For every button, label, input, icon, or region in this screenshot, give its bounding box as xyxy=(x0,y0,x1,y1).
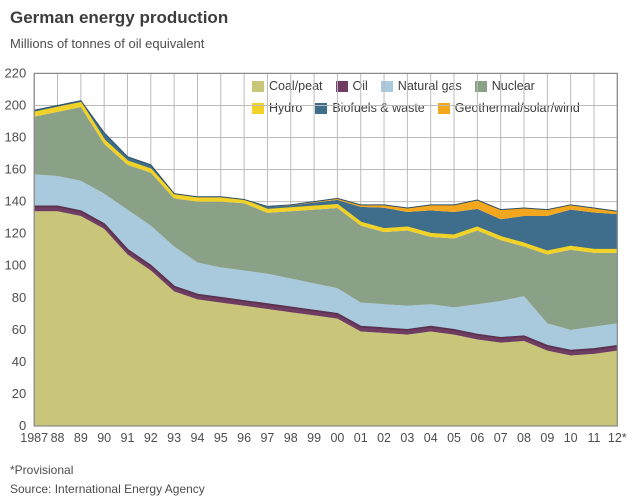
svg-text:09: 09 xyxy=(540,431,554,445)
svg-text:02: 02 xyxy=(377,431,391,445)
svg-text:01: 01 xyxy=(354,431,368,445)
svg-text:06: 06 xyxy=(470,431,484,445)
svg-text:03: 03 xyxy=(400,431,414,445)
svg-text:96: 96 xyxy=(237,431,251,445)
svg-text:97: 97 xyxy=(260,431,274,445)
svg-text:91: 91 xyxy=(121,431,135,445)
svg-text:1987: 1987 xyxy=(20,431,48,445)
svg-text:160: 160 xyxy=(4,162,26,177)
svg-text:10: 10 xyxy=(564,431,578,445)
svg-text:11: 11 xyxy=(587,431,600,445)
svg-text:88: 88 xyxy=(51,431,65,445)
svg-text:98: 98 xyxy=(284,431,298,445)
svg-text:94: 94 xyxy=(191,431,205,445)
svg-text:40: 40 xyxy=(12,354,26,369)
svg-text:90: 90 xyxy=(97,431,111,445)
svg-text:95: 95 xyxy=(214,431,228,445)
svg-text:04: 04 xyxy=(424,431,438,445)
svg-text:100: 100 xyxy=(4,258,26,273)
svg-text:00: 00 xyxy=(330,431,344,445)
svg-text:99: 99 xyxy=(307,431,321,445)
svg-text:60: 60 xyxy=(12,322,26,337)
svg-text:07: 07 xyxy=(494,431,508,445)
svg-text:08: 08 xyxy=(517,431,531,445)
svg-text:80: 80 xyxy=(12,290,26,305)
svg-text:200: 200 xyxy=(4,97,26,112)
svg-text:120: 120 xyxy=(4,226,26,241)
svg-text:220: 220 xyxy=(4,65,26,80)
svg-text:12*: 12* xyxy=(608,431,627,445)
svg-text:180: 180 xyxy=(4,130,26,145)
svg-text:92: 92 xyxy=(144,431,158,445)
svg-text:20: 20 xyxy=(12,386,26,401)
svg-text:89: 89 xyxy=(74,431,88,445)
svg-text:140: 140 xyxy=(4,194,26,209)
svg-text:05: 05 xyxy=(447,431,461,445)
svg-text:93: 93 xyxy=(167,431,181,445)
